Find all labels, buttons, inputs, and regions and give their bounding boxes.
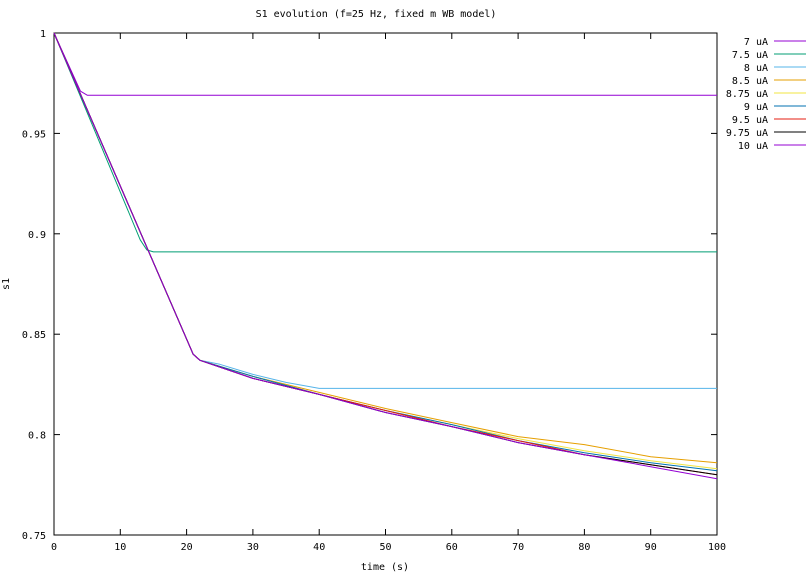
- series-line-1: [53, 32, 717, 253]
- x-tick-label: 90: [645, 542, 657, 553]
- x-tick-label: 30: [247, 542, 259, 553]
- y-tick-label: 0.95: [22, 129, 46, 140]
- x-tick-label: 0: [51, 542, 57, 553]
- series-line-2: [53, 32, 717, 389]
- x-tick-label: 40: [313, 542, 325, 553]
- legend-label: 10 uA: [738, 141, 768, 152]
- series-line-3: [53, 32, 718, 464]
- y-axis-title: s1: [1, 278, 12, 290]
- y-tick-label: 0.75: [22, 531, 46, 542]
- series-line-8: [53, 32, 718, 480]
- x-tick-label: 50: [379, 542, 391, 553]
- x-tick-label: 100: [708, 542, 726, 553]
- y-tick-label: 0.8: [28, 431, 46, 442]
- legend-label: 9.75 uA: [726, 128, 768, 139]
- chart-title: S1 evolution (f=25 Hz, fixed m WB model): [256, 9, 497, 20]
- y-tick-label: 0.85: [22, 330, 46, 341]
- legend-label: 9 uA: [744, 102, 768, 113]
- x-tick-label: 60: [446, 542, 458, 553]
- legend-label: 9.5 uA: [732, 115, 768, 126]
- legend-label: 7.5 uA: [732, 50, 768, 61]
- y-axis: 0.75 0.8 0.85 0.9 0.95 1: [22, 29, 717, 542]
- legend-label: 8.75 uA: [726, 89, 768, 100]
- legend-label: 7 uA: [744, 37, 768, 48]
- legend: 7 uA 7.5 uA 8 uA 8.5 uA 8.75 uA 9 uA 9.5 uA 9.7…: [726, 37, 806, 152]
- y-tick-label: 0.9: [28, 230, 46, 241]
- series-line-0: [53, 32, 717, 96]
- x-tick-label: 20: [181, 542, 193, 553]
- x-tick-label: 80: [578, 542, 590, 553]
- x-tick-label: 10: [114, 542, 126, 553]
- y-tick-label: 1: [40, 29, 46, 40]
- legend-label: 8.5 uA: [732, 76, 768, 87]
- legend-label: 8 uA: [744, 63, 768, 74]
- x-axis: 0 10 20 30 40 50 60 70 80 90 100: [51, 33, 726, 553]
- x-axis-title: time (s): [361, 562, 409, 573]
- x-tick-label: 70: [512, 542, 524, 553]
- series-line-4: [53, 32, 718, 470]
- series-layer: [53, 32, 718, 480]
